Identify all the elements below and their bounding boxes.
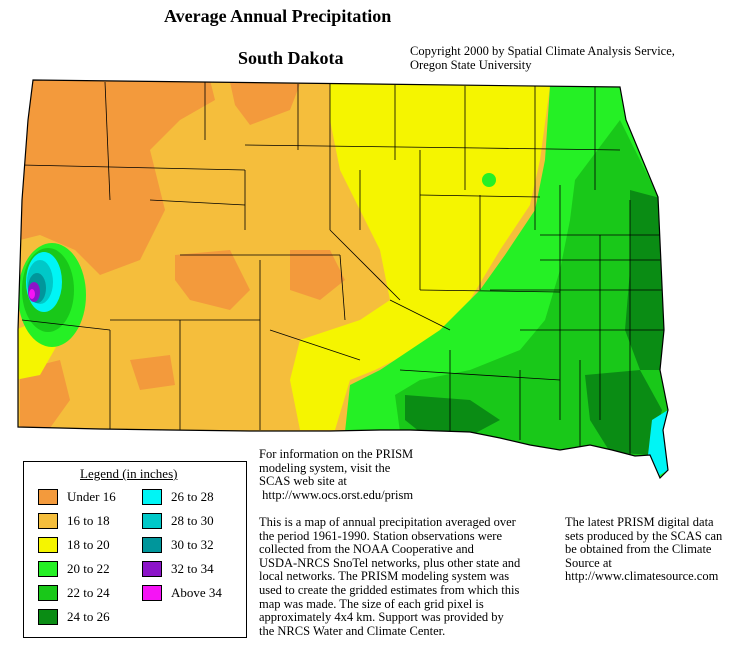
- description-line: used to create the gridded estimates fro…: [259, 582, 520, 597]
- description-line: approximately 4x4 km. Support was provid…: [259, 610, 504, 625]
- legend-label: 26 to 28: [171, 489, 214, 504]
- legend-swatch-30-32: [142, 537, 162, 553]
- legend-label: 32 to 34: [171, 561, 214, 576]
- legend-label: 18 to 20: [67, 537, 110, 552]
- zone-under-16-northwest: [20, 80, 215, 275]
- county-lines: [21, 81, 665, 460]
- description-line: local networks. The PRISM modeling syste…: [259, 569, 510, 584]
- state-name: South Dakota: [238, 48, 344, 68]
- legend-label: 24 to 26: [67, 609, 110, 624]
- description-line: collected from the NOAA Cooperative and: [259, 542, 474, 557]
- zone-24-26-south: [405, 395, 500, 436]
- legend-label: 22 to 24: [67, 585, 110, 600]
- prism-info-line: modeling system, visit the: [259, 460, 391, 475]
- legend-swatch-28-30: [142, 513, 162, 529]
- legend-item-26-28: 26 to 28: [142, 488, 214, 506]
- latest-line: Source at: [565, 555, 612, 570]
- zone-under-16-north: [230, 82, 300, 125]
- climatesource-url-link[interactable]: http://www.climatesource.com: [565, 569, 719, 584]
- legend-item-above-34: Above 34: [142, 584, 222, 602]
- legend-swatch-24-26: [38, 609, 58, 625]
- legend-item-30-32: 30 to 32: [142, 536, 214, 554]
- legend-item-22-24: 22 to 24: [38, 584, 110, 602]
- legend-item-28-30: 28 to 30: [142, 512, 214, 530]
- description-line: This is a map of annual precipitation av…: [259, 515, 516, 529]
- description-line: the NRCS Water and Climate Center.: [259, 623, 446, 638]
- legend-swatch-26-28: [142, 489, 162, 505]
- legend-swatch-22-24: [38, 585, 58, 601]
- zone-under-16-southcentral: [130, 355, 175, 390]
- legend-swatch-16-18: [38, 513, 58, 529]
- legend-label: Under 16: [67, 489, 116, 504]
- legend-item-32-34: 32 to 34: [142, 560, 214, 578]
- latest-line: The latest PRISM digital data: [565, 515, 714, 529]
- legend-title: Legend (in inches): [80, 466, 178, 481]
- zone-north-green-spot: [482, 173, 496, 187]
- legend-label: 16 to 18: [67, 513, 110, 528]
- legend-item-18-20: 18 to 20: [38, 536, 110, 554]
- zone-black-hills-above-34: [29, 289, 35, 299]
- description-line: the period 1961-1990. Station observatio…: [259, 528, 503, 543]
- legend-item-24-26: 24 to 26: [38, 608, 110, 626]
- legend-item-20-22: 20 to 22: [38, 560, 110, 578]
- legend: Legend (in inches) Under 16 16 to 18 18 …: [23, 461, 247, 638]
- legend-label: 20 to 22: [67, 561, 110, 576]
- legend-swatch-18-20: [38, 537, 58, 553]
- description-line: map was made. The size of each grid pixe…: [259, 596, 484, 611]
- legend-label: Above 34: [171, 585, 222, 600]
- legend-item-16-18: 16 to 18: [38, 512, 110, 530]
- description-line: USDA-NRCS SnoTel networks, plus other st…: [259, 555, 521, 570]
- prism-info-line: For information on the PRISM: [259, 447, 414, 461]
- legend-swatch-under-16: [38, 489, 58, 505]
- latest-data-text: The latest PRISM digital data sets produ…: [565, 515, 735, 584]
- latest-line: be obtained from the Climate: [565, 542, 712, 557]
- legend-swatch-32-34: [142, 561, 162, 577]
- zone-24-26-southeast: [585, 370, 662, 455]
- zone-under-16-south: [20, 360, 70, 428]
- legend-swatch-above-34: [142, 585, 162, 601]
- latest-line: sets produced by the SCAS can: [565, 528, 723, 543]
- map-description-text: This is a map of annual precipitation av…: [259, 515, 559, 638]
- copyright-notice: Copyright 2000 by Spatial Climate Analys…: [410, 44, 730, 72]
- legend-label: 28 to 30: [171, 513, 214, 528]
- map-title: Average Annual Precipitation: [164, 6, 392, 26]
- prism-info-text: For information on the PRISM modeling sy…: [259, 447, 509, 502]
- zone-under-16-central: [175, 250, 250, 310]
- prism-url-link[interactable]: http://www.ocs.orst.edu/prism: [259, 487, 414, 502]
- legend-swatch-20-22: [38, 561, 58, 577]
- copyright-line-1: Copyright 2000 by Spatial Climate Analys…: [410, 44, 675, 58]
- copyright-line-2: Oregon State University: [410, 58, 532, 72]
- prism-info-line: SCAS web site at: [259, 474, 347, 489]
- zone-under-16-mid: [290, 250, 345, 300]
- legend-label: 30 to 32: [171, 537, 214, 552]
- legend-item-under-16: Under 16: [38, 488, 116, 506]
